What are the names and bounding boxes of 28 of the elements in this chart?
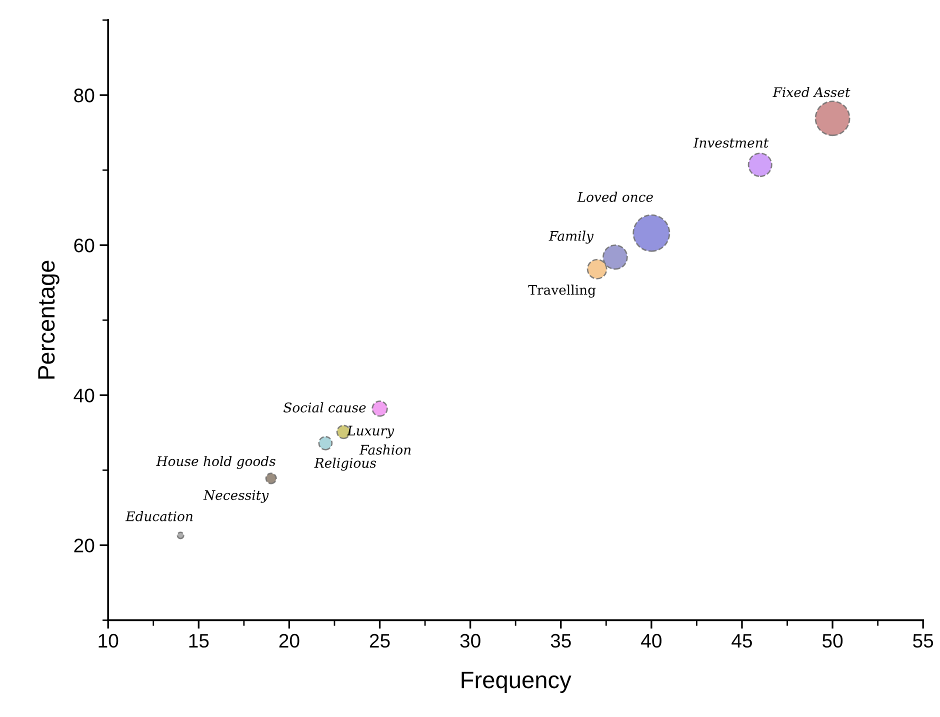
annotation: Travelling bbox=[528, 284, 596, 298]
x-tick-label: 25 bbox=[370, 634, 390, 648]
annotation: Fixed Asset bbox=[772, 86, 850, 98]
x-tick-label: 10 bbox=[98, 634, 118, 648]
y-tick-label: 60 bbox=[74, 238, 94, 252]
x-axis-title: Frequency bbox=[462, 672, 572, 693]
annotation: Family bbox=[548, 230, 594, 244]
x-tick-label: 15 bbox=[189, 634, 209, 648]
x-tick-label: 45 bbox=[732, 634, 752, 648]
annotation: House hold goods bbox=[156, 456, 276, 469]
annotation: Education bbox=[125, 511, 193, 522]
y-tick-label: 40 bbox=[74, 388, 94, 402]
x-tick-label: 40 bbox=[641, 634, 662, 648]
x-tick-label: 20 bbox=[279, 634, 300, 648]
x-tick-label: 55 bbox=[913, 634, 934, 648]
annotation: Necessity bbox=[203, 490, 269, 503]
annotation: Fashion bbox=[359, 444, 411, 455]
x-tick-label: 35 bbox=[550, 634, 571, 648]
annotation: Social cause bbox=[284, 402, 366, 412]
x-tick-label: 50 bbox=[822, 634, 843, 648]
annotation: Loved once bbox=[577, 192, 653, 202]
y-axis-title: Percentage bbox=[38, 260, 60, 379]
x-tick-label: 30 bbox=[460, 634, 480, 648]
annotation: Luxury bbox=[346, 426, 394, 438]
annotation: Religious bbox=[314, 458, 376, 471]
y-tick-label: 80 bbox=[74, 88, 94, 102]
y-tick-label: 20 bbox=[74, 538, 94, 552]
annotation: Investment bbox=[693, 138, 769, 148]
